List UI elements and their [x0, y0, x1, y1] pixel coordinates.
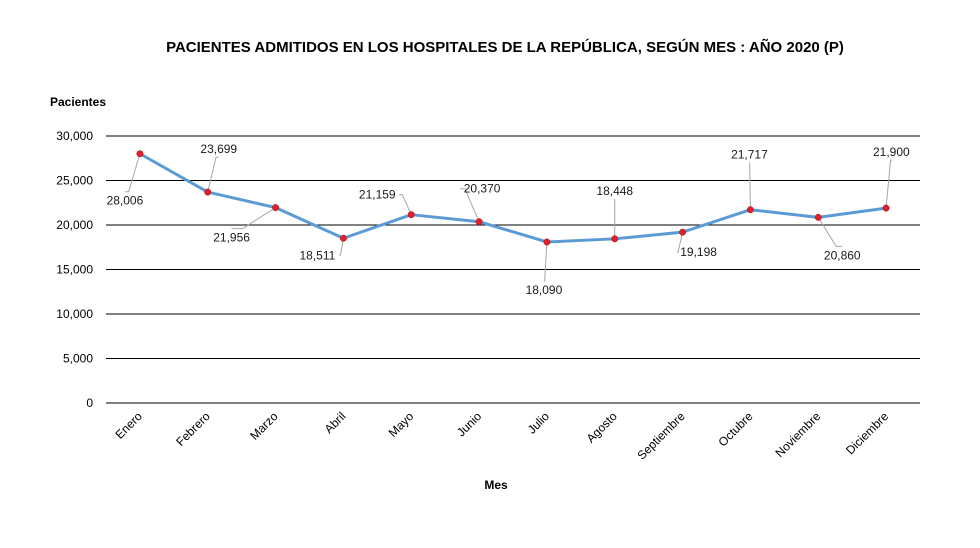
- y-tick-label: 5,000: [63, 352, 93, 366]
- x-tick-label: Agosto: [584, 409, 621, 446]
- y-tick-label: 0: [86, 396, 93, 410]
- label-leader-line: [207, 156, 219, 193]
- data-label: 19,198: [680, 245, 717, 259]
- y-tick-label: 25,000: [56, 174, 93, 188]
- x-tick-label: Junio: [454, 409, 484, 439]
- data-label: 20,370: [464, 182, 501, 196]
- label-leader-line: [124, 153, 141, 193]
- label-leader-line: [676, 232, 684, 253]
- chart-title: PACIENTES ADMITIDOS EN LOS HOSPITALES DE…: [166, 38, 844, 56]
- data-label: 18,090: [526, 283, 563, 297]
- data-point: [475, 218, 483, 226]
- x-axis-ticks: Enero Febrero Marzo Abril Mayo Junio Julio Agos…: [112, 409, 891, 463]
- data-point: [746, 206, 754, 214]
- x-tick-label: Febrero: [173, 409, 213, 449]
- y-tick-label: 10,000: [56, 307, 93, 321]
- data-label: 20,860: [824, 248, 861, 262]
- data-label: 18,511: [300, 248, 336, 262]
- data-label: 21,900: [873, 145, 910, 159]
- y-tick-label: 30,000: [56, 129, 93, 143]
- data-points: [136, 150, 890, 246]
- data-point: [272, 204, 280, 212]
- y-axis-title: Pacientes: [50, 95, 106, 109]
- data-point: [543, 238, 551, 246]
- data-labels: 28,006 23,699 21,956 18,511 21,159 20,370 18,0…: [107, 142, 910, 297]
- label-leader-line: [885, 159, 892, 209]
- y-axis-ticks: 0 5,000 10,000 15,000 20,000 25,000 30,000: [56, 129, 93, 410]
- data-point: [407, 211, 415, 219]
- label-leader-line: [749, 162, 751, 210]
- data-point: [136, 150, 144, 158]
- x-tick-label: Enero: [112, 409, 145, 442]
- x-tick-label: Diciembre: [843, 409, 891, 457]
- x-tick-label: Julio: [525, 409, 553, 437]
- data-point: [339, 234, 347, 242]
- label-leader-line: [339, 238, 344, 256]
- series-line: [139, 152, 887, 244]
- series-layer: [139, 152, 887, 244]
- data-label: 21,717: [731, 148, 768, 162]
- label-leader-lines: [124, 153, 892, 282]
- y-tick-label: 20,000: [56, 218, 93, 232]
- label-leader-line: [399, 194, 412, 215]
- data-point: [814, 213, 822, 221]
- x-tick-label: Noviembre: [772, 409, 823, 460]
- data-label: 21,956: [213, 231, 250, 245]
- data-label: 23,699: [200, 142, 237, 156]
- data-point: [679, 228, 687, 236]
- x-tick-label: Octubre: [715, 409, 755, 449]
- data-label: 18,448: [596, 184, 633, 198]
- x-tick-label: Marzo: [247, 409, 281, 443]
- data-point: [611, 235, 619, 243]
- data-point: [204, 188, 212, 196]
- label-leader-line: [543, 241, 548, 282]
- x-tick-label: Abril: [322, 409, 349, 436]
- x-axis-title: Mes: [484, 478, 508, 492]
- gridlines: [106, 135, 920, 404]
- data-label: 21,159: [359, 188, 396, 202]
- y-tick-label: 15,000: [56, 263, 93, 277]
- x-tick-label: Septiembre: [634, 409, 688, 463]
- label-leader-line: [817, 217, 843, 247]
- x-tick-label: Mayo: [386, 409, 417, 440]
- label-leader-line: [460, 188, 480, 222]
- data-label: 28,006: [107, 194, 144, 208]
- data-point: [882, 204, 890, 212]
- label-leader-line: [231, 207, 276, 230]
